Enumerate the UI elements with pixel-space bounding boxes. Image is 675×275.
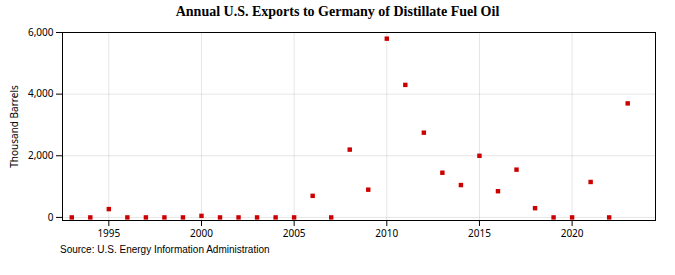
html-text:Source: U.S. Energy Informatio: Source: U.S. Energy Information Administ… (60, 244, 270, 255)
svg-text:2020: 2020 (561, 226, 584, 240)
svg-text:0: 0 (48, 210, 54, 224)
svg-text:2010: 2010 (375, 226, 398, 240)
svg-text:6,000: 6,000 (28, 25, 54, 39)
svg-text:1995: 1995 (97, 226, 120, 240)
svg-text:2015: 2015 (468, 226, 491, 240)
html-text:Annual U.S. Exports to Germany: Annual U.S. Exports to Germany of Distil… (175, 4, 500, 19)
svg-text:2000: 2000 (190, 226, 213, 240)
svg-text:Thousand Barrels: Thousand Barrels (7, 85, 21, 168)
svg-text:2005: 2005 (283, 226, 306, 240)
svg-text:4,000: 4,000 (28, 86, 54, 100)
svg-text:2,000: 2,000 (28, 148, 54, 162)
